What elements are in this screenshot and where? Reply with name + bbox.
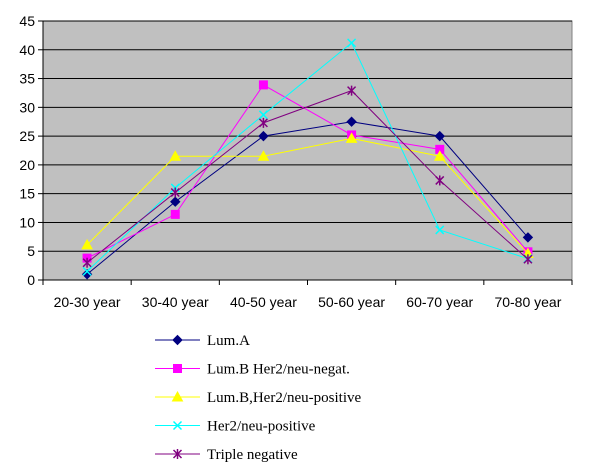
data-point [81,238,93,250]
marker-stroke [435,225,445,235]
legend-label: Lum.B,Her2/neu-positive [207,390,361,406]
data-point [257,150,270,161]
y-tick-label: 20 [19,157,35,173]
data-point [258,110,268,120]
marker-stroke [258,110,268,120]
y-tick-label: 40 [19,42,35,58]
data-point [170,187,180,198]
series-0 [81,116,534,280]
marker-stroke [172,420,183,431]
series-line [86,90,529,264]
x-tick-label: 50-60 year [318,294,385,310]
marker-stroke [347,38,357,48]
legend-label: Lum.B Her2/neu-negat. [207,362,350,378]
legend-marker [173,364,182,373]
data-point [346,116,357,127]
data-point [169,150,182,161]
data-point [347,38,357,48]
data-point [435,175,445,186]
legend-item: Triple negative [155,447,298,463]
y-tick-label: 35 [19,71,35,87]
data-point [258,80,268,90]
plot-area: 0 5 10 15 20 25 30 35 40 45 20-30 year 30-40 year 40… [19,13,573,310]
series-line [86,121,529,275]
y-tick-label: 0 [27,272,35,288]
data-point [435,225,445,235]
x-tick-label: 30-40 year [142,294,209,310]
data-point [433,150,446,161]
data-point [170,196,181,207]
y-tick-label: 45 [19,13,35,29]
data-point [81,269,93,280]
legend-item: Lum.A [155,333,250,349]
data-point [258,117,268,128]
legend-marker [172,420,183,431]
legend-marker [171,390,184,402]
legend-marker [172,334,183,346]
legend-item: Lum.B Her2/neu-negat. [155,362,350,378]
data-point [170,209,180,219]
marker-stroke [82,266,92,276]
x-tick-label: 20-30 year [54,294,121,310]
legend: Lum.A Lum.B Her2/neu-negat. Lum.B,Her2/neu… [155,333,361,463]
legend-marker [172,449,183,459]
y-tick-label: 25 [19,128,35,144]
series-4 [82,85,533,268]
data-point [82,257,92,268]
legend-label: Lum.A [207,333,250,349]
legend-label: Her2/neu-positive [207,419,316,435]
series-line [86,137,529,254]
data-point [345,132,358,143]
data-point [434,130,445,142]
legend-item: Lum.B,Her2/neu-positive [155,390,361,406]
x-tick-label: 40-50 year [230,294,297,310]
y-tick-label: 30 [19,99,35,115]
x-tick-label: 70-80 year [494,294,561,310]
data-point [258,130,269,142]
data-point [347,85,357,96]
x-tick-label: 60-70 year [406,294,473,310]
y-tick-label: 15 [19,186,35,202]
series-line [86,42,529,272]
data-point [523,254,533,265]
series-line [86,84,529,259]
y-tick-label: 10 [19,214,35,230]
data-point [82,266,92,276]
legend-label: Triple negative [207,447,298,463]
y-tick-label: 5 [27,243,35,259]
data-point [522,232,534,243]
legend-item: Her2/neu-positive [155,419,316,435]
plot-background [42,20,573,281]
